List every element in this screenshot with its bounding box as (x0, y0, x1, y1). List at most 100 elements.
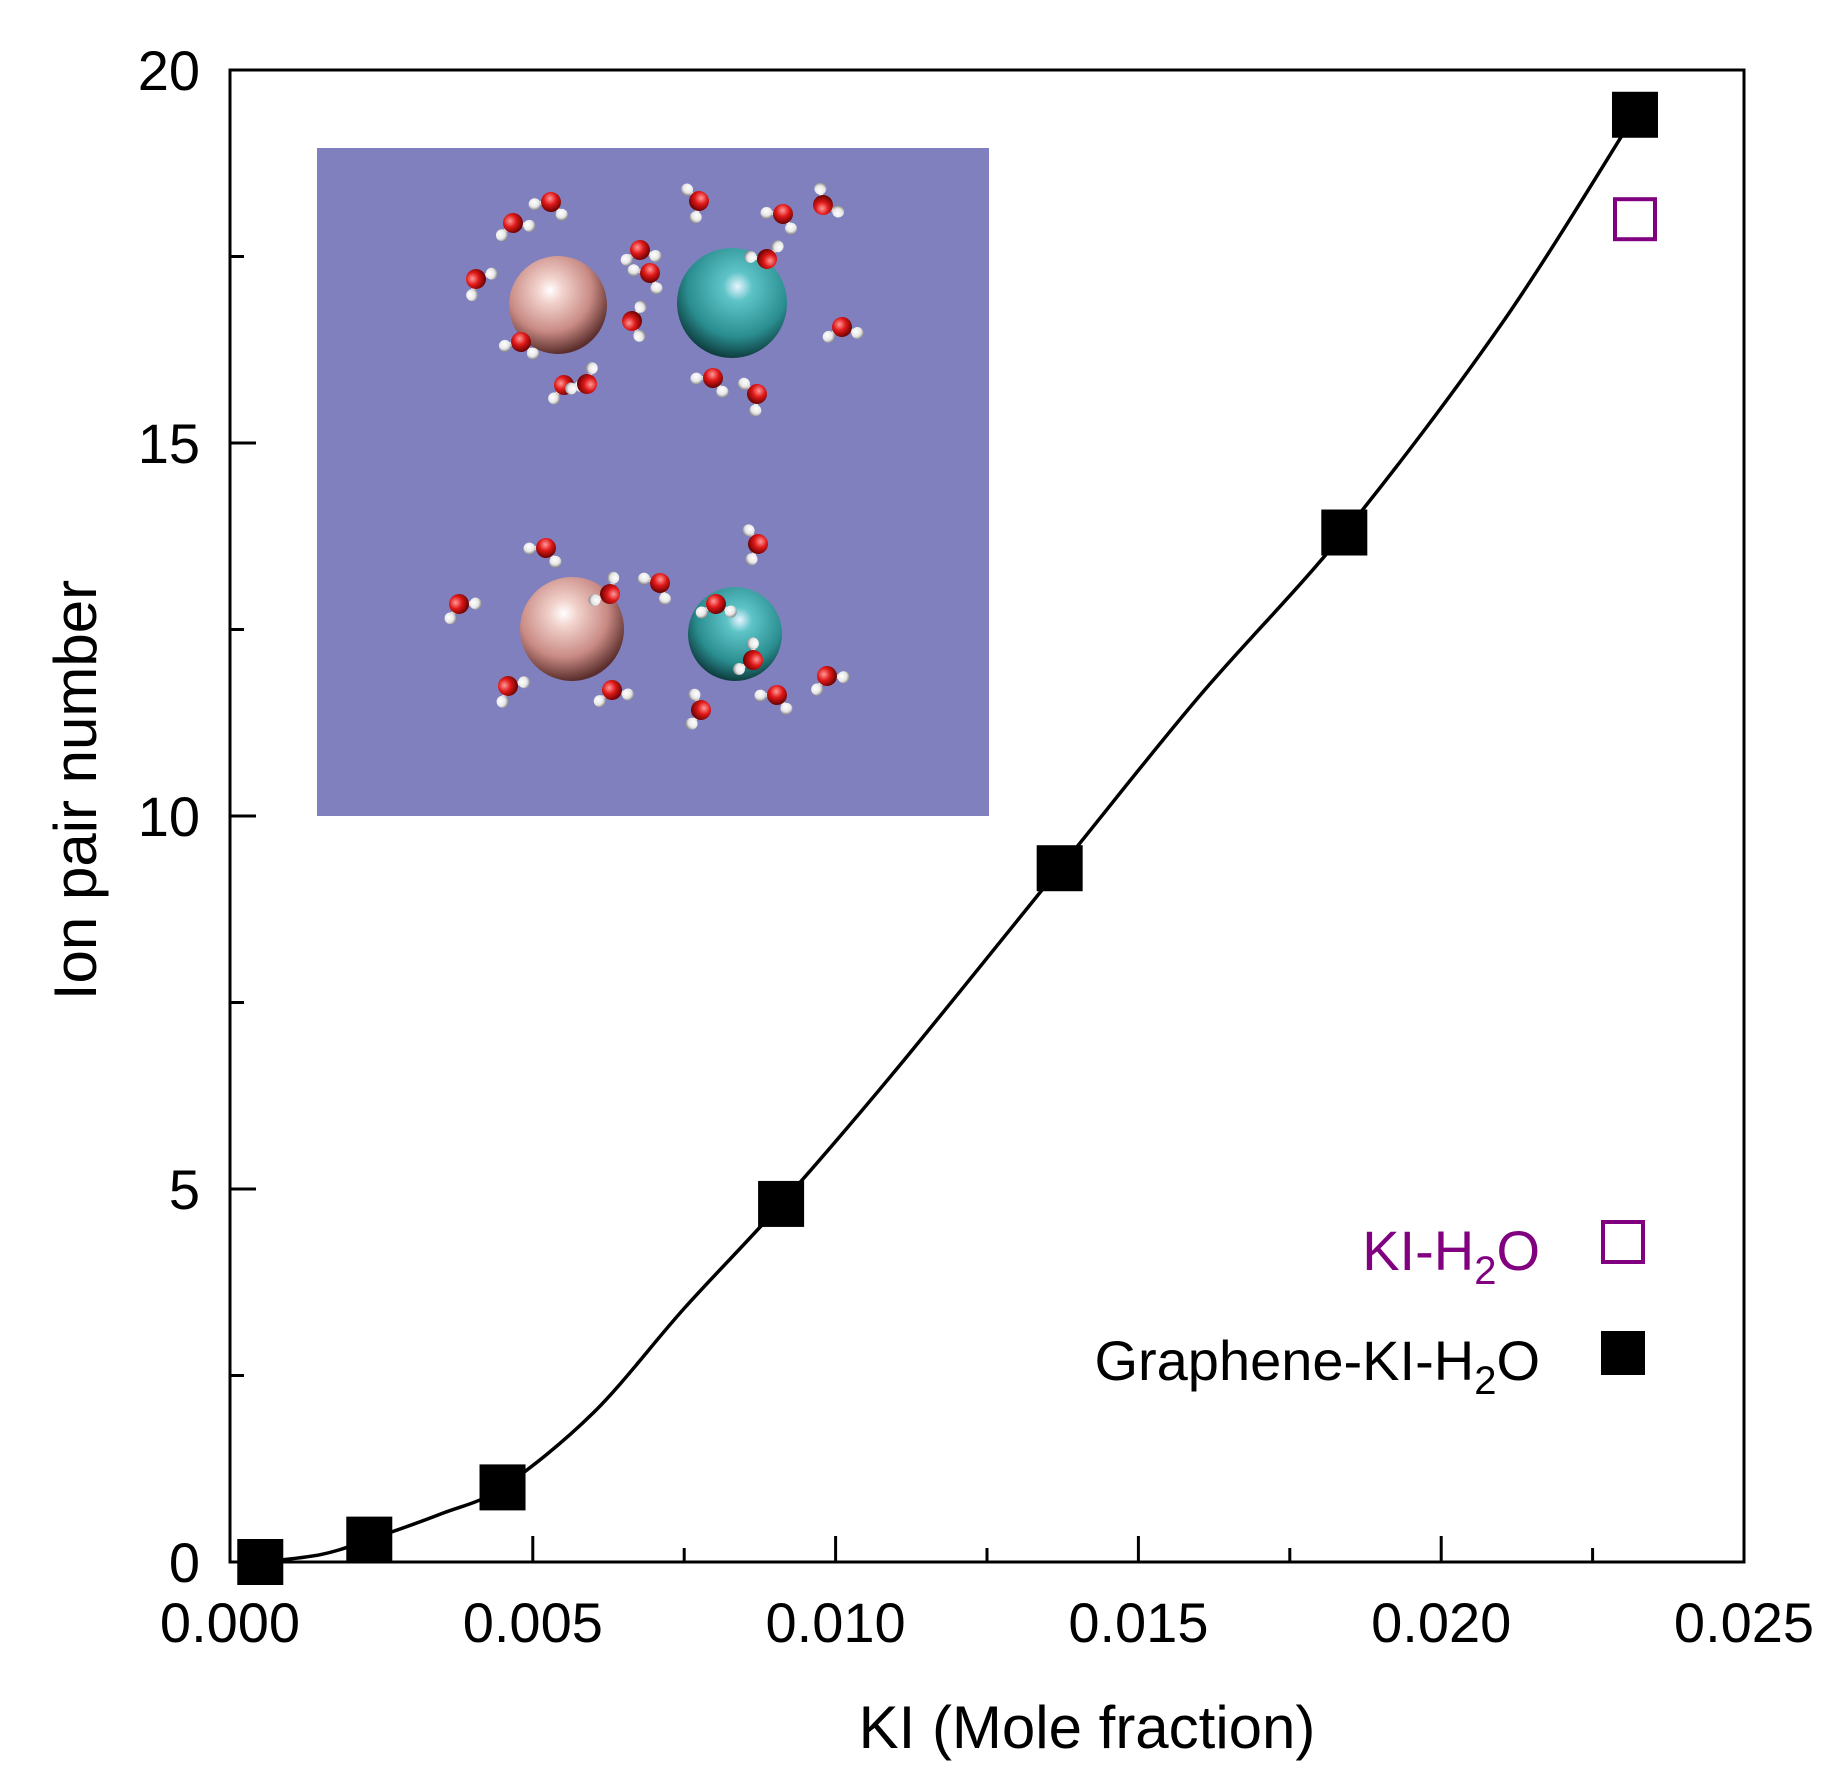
oxygen-atom (602, 680, 622, 700)
hydrogen-atom (620, 253, 633, 266)
hydrogen-atom (523, 542, 536, 555)
data-markers (237, 91, 1658, 1585)
data-point-filled-square (1036, 845, 1083, 892)
legend-marker-filled-square (1601, 1331, 1645, 1375)
oxygen-atom (703, 368, 723, 388)
hydrogen-atom (588, 594, 601, 607)
oxygen-atom (767, 685, 787, 705)
y-tick-label: 20 (138, 39, 200, 102)
legend-background (960, 1175, 1740, 1435)
legend-label-graphene-ki-h2o: Graphene-KI-H2O (1094, 1329, 1540, 1403)
water-molecule (528, 192, 568, 221)
hydrogen-atom (518, 676, 531, 689)
oxygen-atom (706, 594, 726, 614)
hydrogen-atom (690, 372, 703, 385)
y-axis-ticks: 0 5 10 15 20 (138, 39, 256, 1594)
water-molecule (760, 204, 797, 235)
hydrogen-atom (688, 688, 701, 701)
water-molecule (588, 571, 620, 607)
hydrogen-atom (496, 695, 509, 708)
water-molecule (742, 524, 768, 566)
hydrogen-atom (498, 339, 511, 352)
inset-background (317, 148, 989, 816)
x-tick-label: 0.010 (766, 1591, 906, 1654)
oxygen-atom (832, 317, 852, 337)
water-molecule (523, 538, 562, 568)
x-tick-label: 0.000 (160, 1591, 300, 1654)
hydrogen-atom (555, 208, 568, 221)
oxygen-atom (541, 192, 561, 212)
x-tick-label: 0.020 (1371, 1591, 1511, 1654)
hydrogen-atom (754, 689, 767, 702)
hydrogen-atom (746, 637, 759, 650)
hydrogen-atom (742, 524, 755, 537)
water-molecule (498, 332, 539, 360)
hydrogen-atom (744, 250, 757, 263)
data-point-filled-square (346, 1516, 393, 1563)
oxygen-atom (817, 666, 837, 686)
x-tick-label: 0.005 (463, 1591, 603, 1654)
water-molecule (620, 240, 662, 266)
oxygen-atom (747, 384, 767, 404)
x-tick-label: 0.025 (1674, 1591, 1814, 1654)
oxygen-atom (743, 650, 763, 670)
hydrogen-atom (732, 662, 745, 675)
water-molecule (466, 267, 498, 302)
hydrogen-atom (593, 695, 606, 708)
hydrogen-atom (760, 206, 773, 219)
hydrogen-atom (771, 240, 784, 253)
hydrogen-atom (495, 229, 508, 242)
oxygen-atom (748, 534, 768, 554)
hydrogen-atom (638, 572, 651, 585)
water-molecule (593, 680, 635, 708)
hydrogen-atom (469, 597, 482, 610)
water-molecule (622, 300, 647, 342)
x-axis-title: KI (Mole fraction) (859, 1694, 1316, 1761)
water-molecule (737, 377, 767, 417)
fit-curve-line (260, 113, 1637, 1564)
hydrogen-atom (633, 329, 646, 342)
hydrogen-atom (749, 404, 762, 417)
oxygen-atom (689, 191, 709, 211)
water-molecule (496, 676, 531, 708)
hydrogen-atom (685, 717, 698, 730)
hydrogen-atom (526, 347, 539, 360)
oxygen-atom (757, 249, 777, 269)
hydrogen-atom (716, 385, 729, 398)
potassium-ion-sphere (677, 248, 787, 358)
oxygen-atom (640, 263, 660, 283)
hydrogen-atom (634, 300, 647, 313)
hydrogen-atom (689, 211, 702, 224)
water-molecule (822, 317, 864, 343)
hydrogen-atom (444, 612, 457, 625)
y-tick-label: 5 (169, 1158, 200, 1221)
y-axis-title: Ion pair number (42, 580, 109, 1000)
hydrogen-atom (650, 282, 663, 295)
hydrogen-atom (837, 671, 850, 684)
hydrogen-atom (745, 553, 758, 566)
data-point-filled-square (1611, 91, 1658, 138)
data-point-filled-square (479, 1464, 526, 1511)
oxygen-atom (536, 538, 556, 558)
hydrogen-atom (851, 327, 864, 340)
oxygen-atom (466, 269, 486, 289)
water-molecule (754, 685, 793, 715)
oxygen-atom (449, 594, 469, 614)
hydrogen-atom (737, 377, 750, 390)
hydrogen-atom (724, 605, 737, 618)
oxygen-atom (630, 240, 650, 260)
water-molecule (681, 183, 709, 224)
oxygen-atom (773, 204, 793, 224)
y-tick-label: 15 (138, 412, 200, 475)
water-molecule (690, 368, 729, 398)
hydrogen-atom (681, 183, 694, 196)
hydrogen-atom (784, 222, 797, 235)
hydrogen-atom (485, 267, 498, 280)
iodide-ion-sphere (509, 256, 607, 354)
hydrogen-atom (780, 702, 793, 715)
oxygen-atom (691, 700, 711, 720)
hydrogen-atom (649, 250, 662, 263)
data-point-filled-square (1321, 509, 1368, 556)
hydrogen-atom (528, 198, 541, 211)
